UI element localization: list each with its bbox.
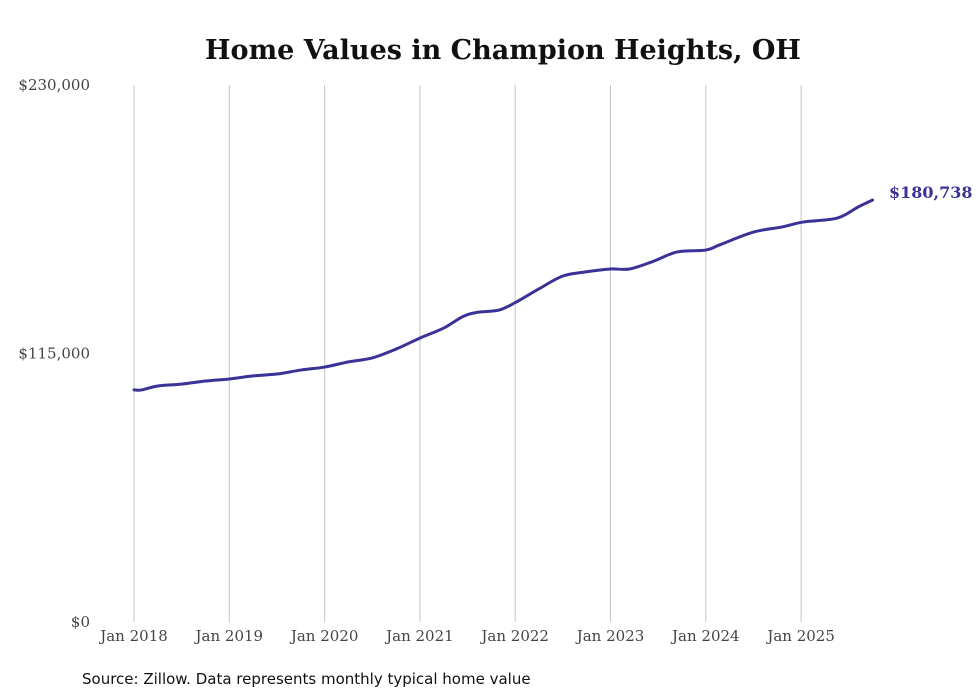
series-line-home-value — [132, 198, 875, 392]
y-tick-label: $115,000 — [18, 345, 90, 363]
grid-lines — [133, 85, 802, 622]
x-tick-label: Jan 2025 — [765, 627, 835, 645]
x-tick-label: Jan 2022 — [479, 627, 549, 645]
chart-title: Home Values in Champion Heights, OH — [205, 35, 801, 66]
x-tick-label: Jan 2018 — [98, 627, 168, 645]
x-tick-label: Jan 2021 — [384, 627, 454, 645]
x-axis-ticks: Jan 2018 Jan 2019 Jan 2020 Jan 2021 Jan 2022… — [98, 627, 835, 645]
x-tick-label: Jan 2020 — [289, 627, 359, 645]
end-value-label: $180,738 — [889, 183, 973, 202]
x-tick-label: Jan 2023 — [575, 627, 645, 645]
source-note: Source: Zillow. Data represents monthly … — [82, 670, 531, 688]
x-tick-label: Jan 2019 — [194, 627, 264, 645]
x-tick-label: Jan 2024 — [670, 627, 740, 645]
y-tick-label: $0 — [71, 613, 90, 631]
y-axis-ticks: $0 $115,000 $230,000 — [18, 76, 90, 631]
y-tick-label: $230,000 — [18, 76, 90, 94]
